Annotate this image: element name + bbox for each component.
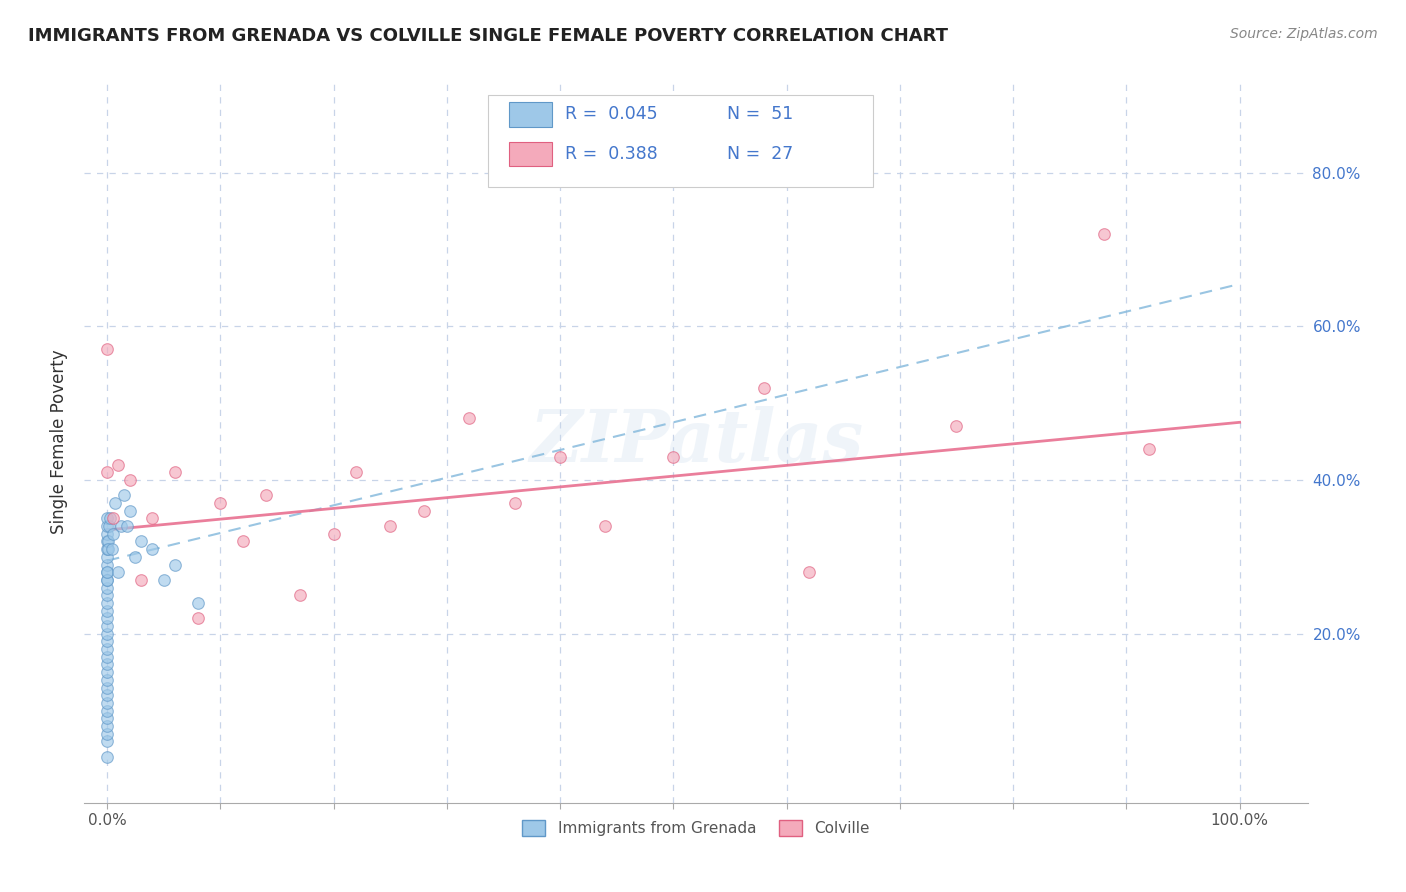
Point — [96, 565, 118, 579]
Legend: Immigrants from Grenada, Colville: Immigrants from Grenada, Colville — [516, 814, 876, 842]
Point — [96, 634, 118, 648]
Point — [96, 665, 118, 680]
Point — [96, 542, 118, 557]
Point — [96, 711, 118, 725]
Point — [96, 749, 118, 764]
Point — [96, 573, 118, 587]
Point — [101, 511, 124, 525]
Point — [344, 465, 367, 479]
Text: R =  0.045: R = 0.045 — [565, 105, 658, 123]
Point — [97, 542, 120, 557]
Point — [209, 496, 232, 510]
Point — [96, 734, 118, 748]
Point — [96, 588, 118, 602]
Point — [96, 681, 118, 695]
Point — [100, 511, 122, 525]
Point — [96, 549, 118, 564]
Point — [129, 573, 152, 587]
Point — [380, 519, 402, 533]
Point — [110, 519, 132, 533]
FancyBboxPatch shape — [488, 95, 873, 187]
Text: ZIPatlas: ZIPatlas — [529, 406, 863, 477]
Point — [322, 526, 344, 541]
Point — [163, 465, 186, 479]
Point — [595, 519, 617, 533]
Point — [96, 642, 118, 657]
Point — [163, 558, 186, 572]
Point — [96, 696, 118, 710]
Point — [96, 626, 118, 640]
Text: N =  27: N = 27 — [727, 145, 793, 163]
Point — [96, 581, 118, 595]
Point — [96, 343, 118, 357]
Y-axis label: Single Female Poverty: Single Female Poverty — [51, 350, 69, 533]
Point — [662, 450, 685, 464]
Point — [96, 526, 118, 541]
Point — [118, 504, 141, 518]
Point — [118, 473, 141, 487]
Point — [288, 588, 311, 602]
Point — [141, 511, 163, 525]
Point — [100, 542, 122, 557]
Point — [96, 611, 118, 625]
Point — [187, 596, 209, 610]
Point — [107, 458, 129, 472]
Point — [945, 419, 967, 434]
Point — [799, 565, 821, 579]
Point — [129, 534, 152, 549]
Point — [96, 649, 118, 664]
Point — [458, 411, 481, 425]
Point — [96, 688, 118, 702]
Point — [98, 519, 121, 533]
Point — [1137, 442, 1160, 457]
Point — [96, 573, 118, 587]
Point — [752, 381, 775, 395]
Point — [96, 673, 118, 687]
Point — [96, 465, 118, 479]
Point — [112, 488, 135, 502]
Point — [254, 488, 277, 502]
Point — [152, 573, 174, 587]
Point — [1092, 227, 1115, 241]
Point — [96, 726, 118, 740]
Point — [96, 704, 118, 718]
Point — [96, 596, 118, 610]
Point — [96, 719, 118, 733]
Point — [548, 450, 571, 464]
Text: Source: ZipAtlas.com: Source: ZipAtlas.com — [1230, 27, 1378, 41]
Point — [96, 511, 118, 525]
Point — [97, 534, 120, 549]
Point — [96, 565, 118, 579]
Point — [232, 534, 254, 549]
Text: IMMIGRANTS FROM GRENADA VS COLVILLE SINGLE FEMALE POVERTY CORRELATION CHART: IMMIGRANTS FROM GRENADA VS COLVILLE SING… — [28, 27, 948, 45]
Point — [503, 496, 526, 510]
Point — [187, 611, 209, 625]
Text: R =  0.388: R = 0.388 — [565, 145, 658, 163]
Point — [141, 542, 163, 557]
Point — [104, 496, 127, 510]
Point — [107, 565, 129, 579]
Point — [96, 604, 118, 618]
FancyBboxPatch shape — [509, 102, 551, 127]
Point — [96, 619, 118, 633]
Point — [124, 549, 146, 564]
Point — [96, 534, 118, 549]
Point — [96, 657, 118, 672]
Point — [413, 504, 436, 518]
Point — [96, 519, 118, 533]
Point — [101, 526, 124, 541]
Text: N =  51: N = 51 — [727, 105, 793, 123]
FancyBboxPatch shape — [509, 142, 551, 166]
Point — [117, 519, 139, 533]
Point — [96, 558, 118, 572]
